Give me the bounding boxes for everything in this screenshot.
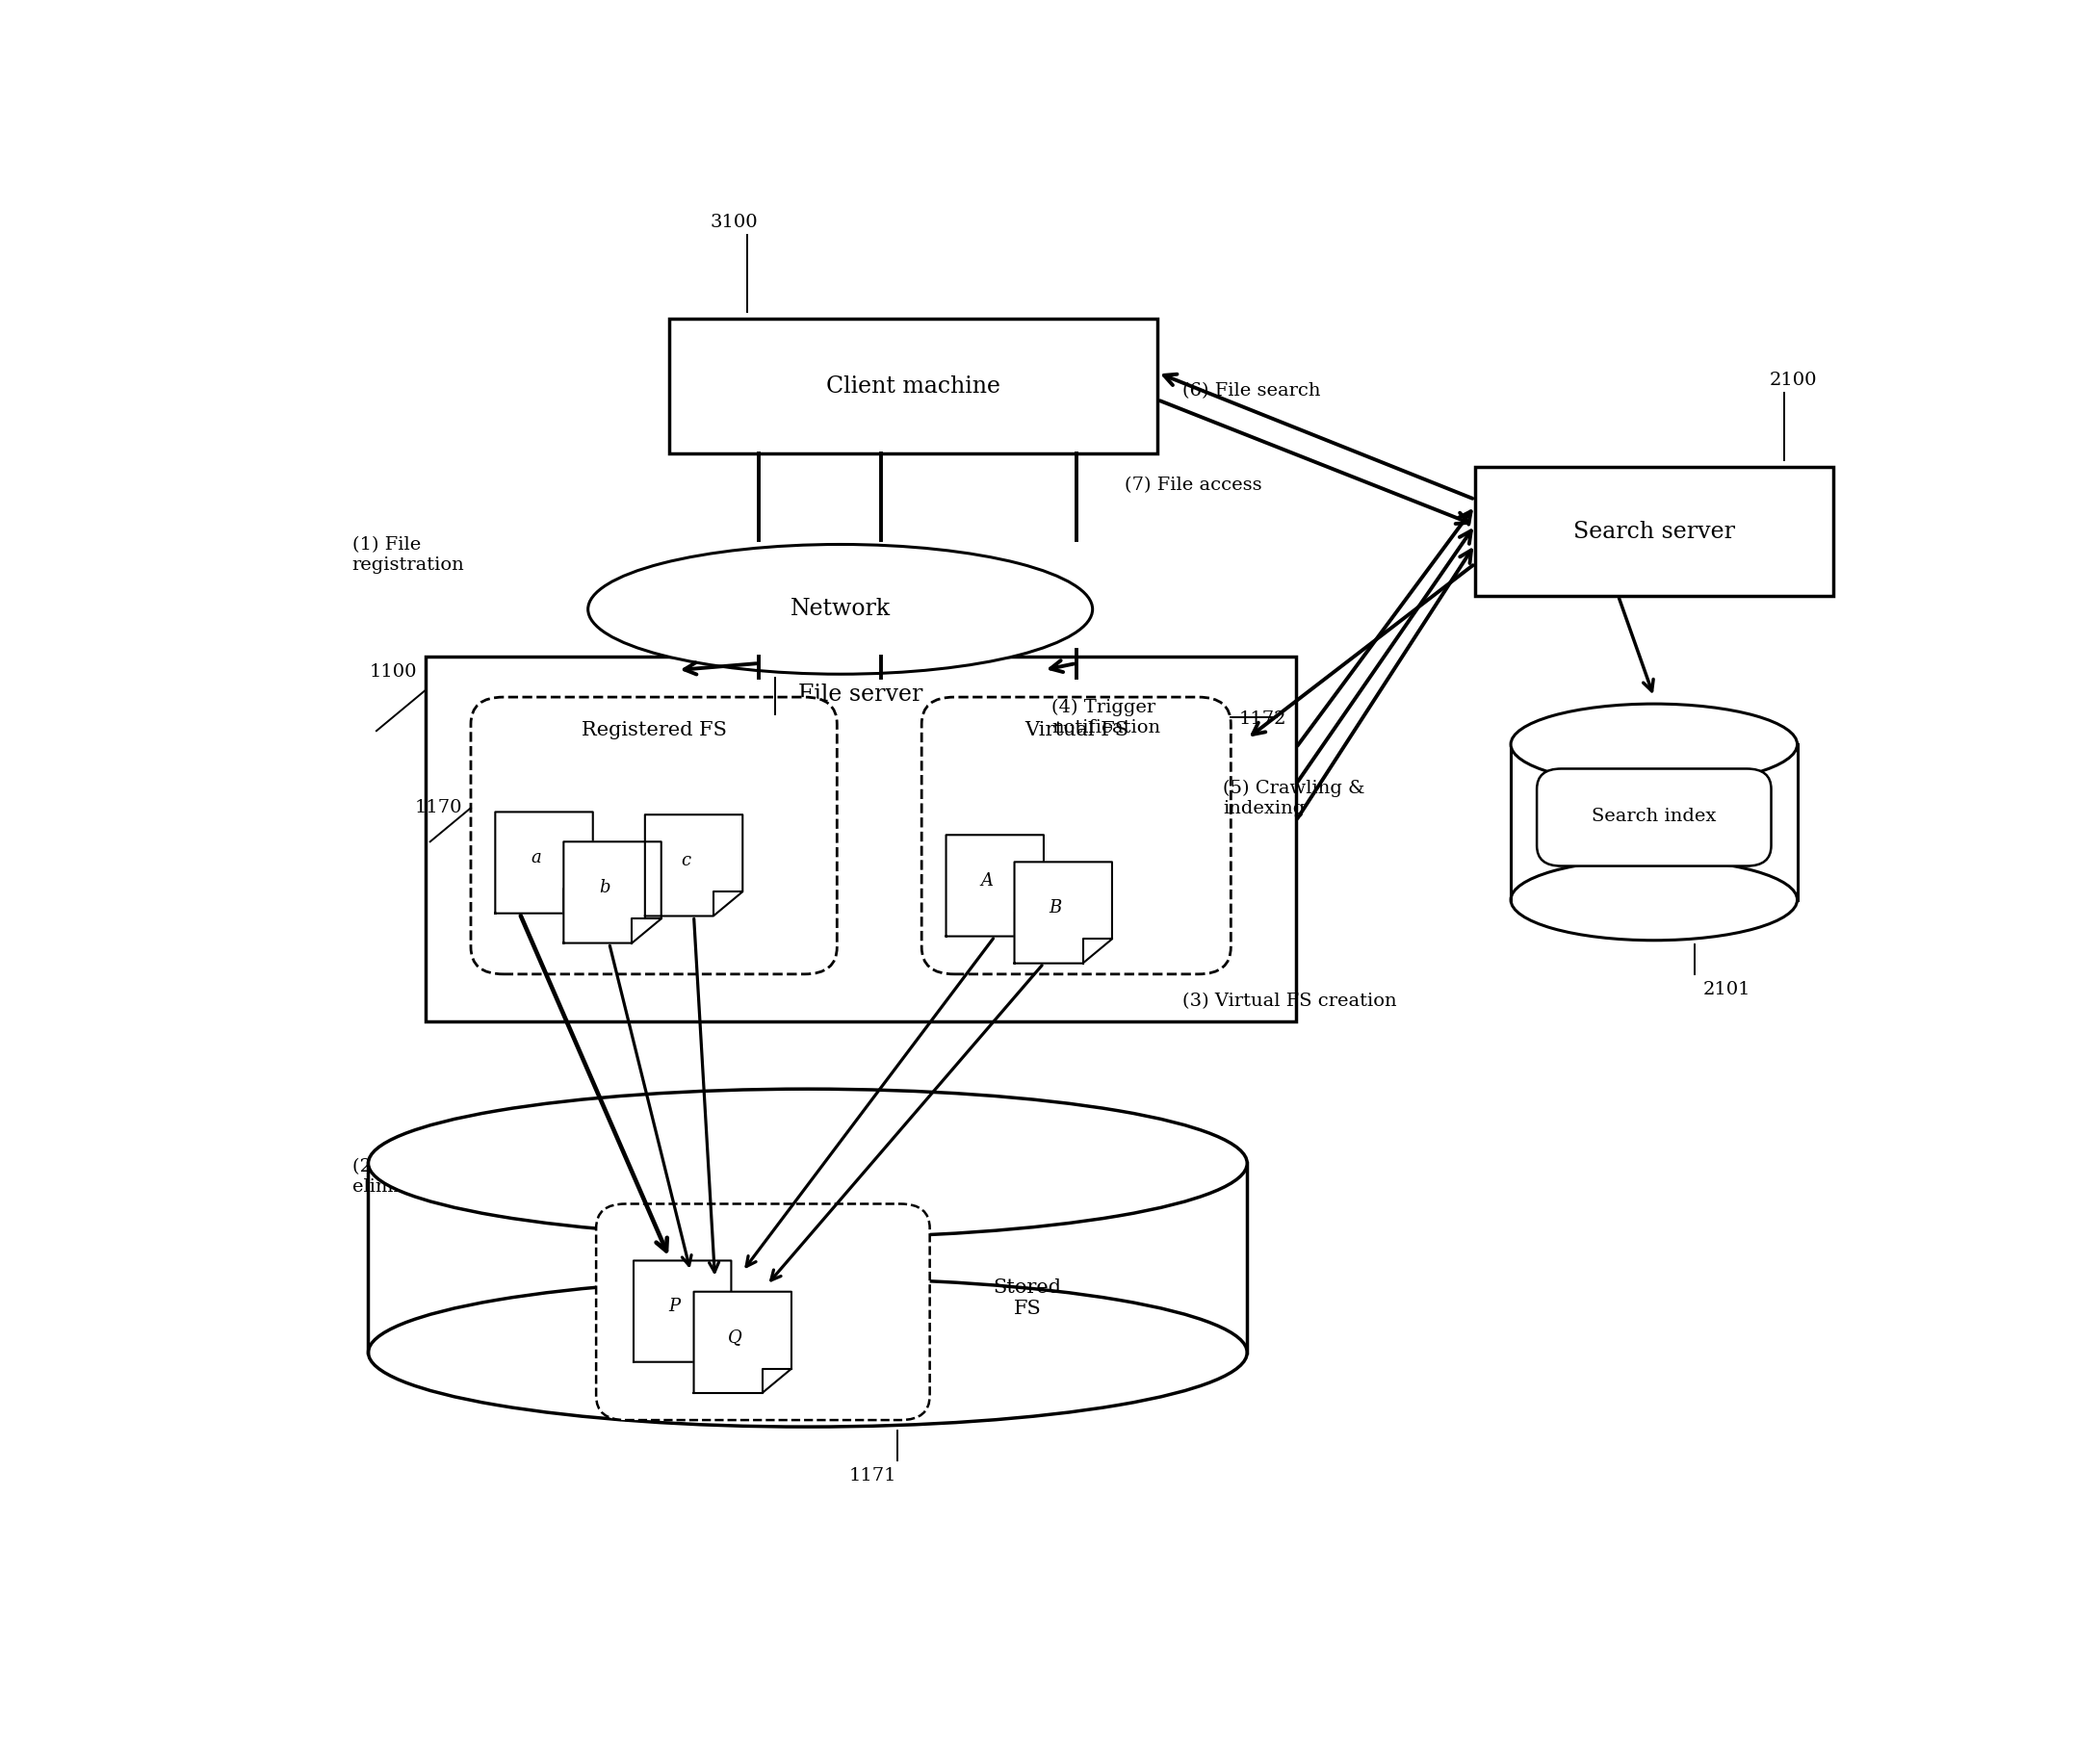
Text: Search server: Search server <box>1573 521 1735 542</box>
Text: Stored
FS: Stored FS <box>993 1279 1063 1318</box>
FancyBboxPatch shape <box>922 697 1231 974</box>
Text: (1) File
registration: (1) File registration <box>353 537 464 574</box>
Text: Network: Network <box>790 598 890 620</box>
Polygon shape <box>563 842 662 942</box>
Text: 1170: 1170 <box>416 799 462 816</box>
Text: a: a <box>531 849 542 867</box>
Ellipse shape <box>367 1278 1247 1427</box>
Text: 2101: 2101 <box>1703 981 1751 999</box>
Text: Virtual FS: Virtual FS <box>1025 721 1128 739</box>
Ellipse shape <box>1510 704 1798 784</box>
FancyBboxPatch shape <box>596 1204 930 1420</box>
Text: 1172: 1172 <box>1239 711 1287 728</box>
Text: B: B <box>1050 899 1063 916</box>
Polygon shape <box>1510 744 1798 900</box>
Text: (2) Duplicate
elimination: (2) Duplicate elimination <box>353 1158 477 1195</box>
Polygon shape <box>693 1292 792 1393</box>
Bar <box>424 656 1296 1021</box>
Text: Q: Q <box>729 1329 741 1346</box>
Text: (6) File search: (6) File search <box>1182 383 1321 400</box>
Text: Search index: Search index <box>1592 807 1716 825</box>
Polygon shape <box>367 1164 1247 1353</box>
Polygon shape <box>634 1260 731 1362</box>
Text: b: b <box>598 879 611 897</box>
Text: (3) Virtual FS creation: (3) Virtual FS creation <box>1182 993 1396 1009</box>
Ellipse shape <box>1510 860 1798 941</box>
Text: 1100: 1100 <box>370 663 418 681</box>
Text: 2100: 2100 <box>1768 372 1816 390</box>
FancyBboxPatch shape <box>470 697 838 974</box>
Text: 1171: 1171 <box>848 1467 897 1485</box>
Text: Client machine: Client machine <box>827 376 1000 397</box>
Text: Registered FS: Registered FS <box>582 721 727 739</box>
Ellipse shape <box>367 1088 1247 1237</box>
Polygon shape <box>645 814 743 916</box>
Text: (4) Trigger
notification: (4) Trigger notification <box>1052 698 1161 735</box>
Bar <box>670 319 1157 455</box>
Text: (7) File access: (7) File access <box>1126 477 1262 495</box>
Polygon shape <box>496 813 592 913</box>
Text: A: A <box>981 872 993 890</box>
Polygon shape <box>1014 862 1113 963</box>
Text: 3100: 3100 <box>710 214 758 232</box>
FancyBboxPatch shape <box>1537 769 1770 865</box>
Text: File server: File server <box>798 684 922 706</box>
Text: 10: 10 <box>762 721 788 739</box>
Text: c: c <box>680 851 691 869</box>
Text: (5) Crawling &
indexing: (5) Crawling & indexing <box>1222 779 1365 818</box>
Polygon shape <box>945 835 1044 935</box>
Text: P: P <box>668 1297 680 1314</box>
Ellipse shape <box>588 544 1092 674</box>
Bar <box>1474 467 1833 595</box>
